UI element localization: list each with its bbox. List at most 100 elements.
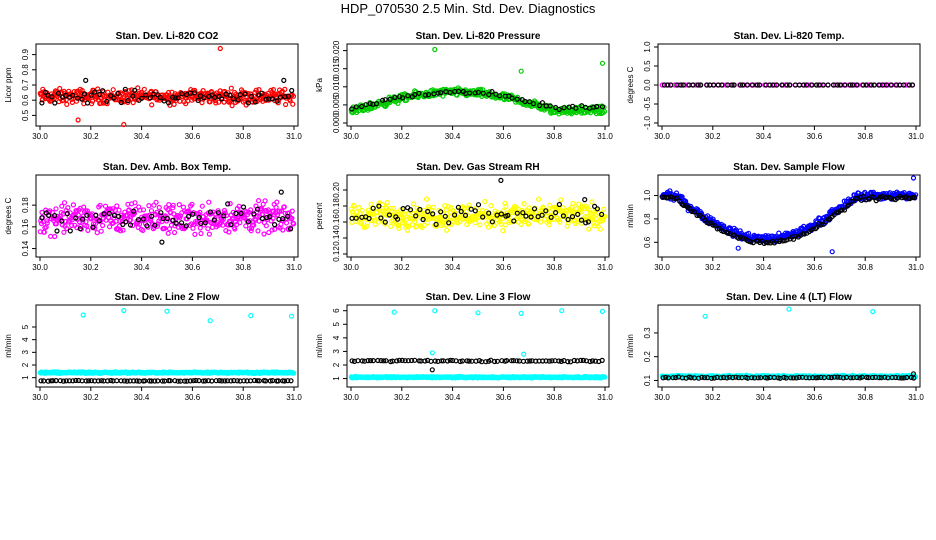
data-point	[164, 216, 170, 222]
data-point-outlier	[248, 313, 254, 319]
data-point	[166, 202, 172, 208]
data-point	[152, 378, 158, 384]
y-axis-label: ml/min	[315, 334, 324, 358]
data-point	[162, 225, 168, 231]
data-point	[131, 208, 137, 214]
data-point-outlier	[80, 312, 86, 318]
data-point	[663, 374, 669, 380]
data-point	[197, 225, 203, 231]
data-point	[256, 378, 262, 384]
y-axis-label: Licor ppm	[4, 67, 13, 102]
data-point	[396, 225, 402, 231]
plot-frame	[346, 304, 610, 388]
data-point	[285, 213, 291, 219]
data-point	[394, 358, 400, 364]
data-point	[815, 375, 821, 381]
data-point	[267, 378, 273, 384]
data-point	[543, 358, 549, 364]
x-tick-label: 31.0	[286, 132, 302, 141]
data-point	[64, 211, 70, 217]
data-point	[548, 214, 554, 220]
data-point	[796, 374, 802, 380]
y-tick-label: -1.0	[643, 116, 652, 130]
data-point	[413, 213, 419, 219]
data-point	[172, 95, 178, 101]
data-point	[430, 211, 436, 217]
data-point	[594, 103, 600, 110]
data-point	[359, 358, 365, 364]
data-point	[126, 207, 132, 213]
data-point	[381, 358, 387, 364]
data-point	[113, 218, 119, 224]
data-point	[195, 97, 201, 104]
data-point	[505, 212, 511, 218]
data-point	[500, 228, 506, 234]
data-point	[386, 212, 392, 218]
data-point	[266, 229, 272, 236]
data-point	[502, 222, 509, 228]
data-point	[348, 206, 354, 212]
y-tick-label: 0.8	[643, 213, 652, 225]
plot-frame	[657, 174, 921, 258]
y-tick-label: 2	[332, 362, 341, 367]
data-point	[813, 82, 820, 88]
data-point	[148, 216, 154, 222]
data-point	[382, 97, 388, 103]
data-point	[349, 358, 355, 364]
data-point	[233, 210, 239, 216]
data-point	[901, 375, 907, 381]
data-point	[416, 90, 422, 96]
data-point	[409, 357, 415, 364]
data-point	[288, 378, 294, 384]
data-point	[818, 222, 824, 228]
x-tick-label: 30.2	[83, 263, 99, 272]
data-point	[39, 100, 45, 106]
data-point	[565, 216, 571, 223]
data-point	[213, 378, 219, 384]
data-point	[259, 90, 265, 96]
data-point	[228, 222, 234, 228]
data-point	[832, 82, 839, 88]
x-tick-label: 30.8	[235, 393, 251, 402]
scatter-points	[37, 189, 297, 245]
data-point	[737, 82, 744, 88]
data-point	[187, 378, 193, 384]
scatter-points	[348, 46, 608, 117]
data-point	[698, 82, 704, 88]
data-point	[45, 378, 51, 384]
y-tick-label: 4	[332, 335, 341, 340]
data-point	[223, 212, 230, 219]
data-point-outlier	[164, 308, 170, 314]
data-point	[73, 215, 79, 221]
data-point	[673, 375, 679, 381]
data-point	[439, 358, 445, 364]
data-point	[125, 98, 131, 104]
data-point	[499, 358, 505, 364]
x-tick-label: 31.0	[286, 393, 302, 402]
data-point	[190, 378, 196, 384]
data-point	[375, 219, 381, 225]
x-tick-label: 31.0	[597, 132, 613, 141]
data-point	[53, 206, 59, 212]
data-point	[459, 358, 465, 364]
panel-title: Stan. Dev. Amb. Box Temp.	[103, 162, 231, 173]
y-tick-label: 3	[21, 350, 30, 355]
data-point	[280, 227, 286, 233]
data-point	[144, 223, 150, 229]
data-point	[546, 202, 553, 208]
data-point	[192, 87, 198, 94]
data-point	[383, 358, 389, 364]
data-point	[373, 100, 380, 107]
data-point	[818, 374, 824, 380]
data-point	[248, 228, 254, 234]
x-tick-label: 30.8	[235, 132, 251, 141]
main-title: HDP_070530 2.5 Min. Std. Dev. Diagnostic…	[340, 1, 596, 16]
data-point	[392, 94, 398, 101]
data-point	[132, 200, 138, 206]
data-point	[680, 82, 686, 88]
data-point	[878, 375, 885, 381]
data-point	[395, 223, 402, 229]
data-point	[67, 228, 73, 234]
x-tick-label: 30.2	[83, 393, 99, 402]
data-point	[61, 200, 68, 206]
